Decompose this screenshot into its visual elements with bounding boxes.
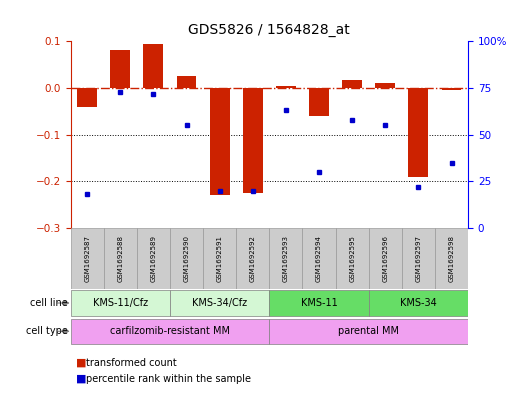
Bar <box>309 88 329 116</box>
Bar <box>269 290 369 316</box>
Text: GSM1692589: GSM1692589 <box>151 235 156 282</box>
Text: ■: ■ <box>76 374 86 384</box>
Bar <box>376 83 395 88</box>
Bar <box>104 228 137 289</box>
Bar <box>342 79 362 88</box>
Text: KMS-11/Cfz: KMS-11/Cfz <box>93 298 148 308</box>
Bar <box>110 50 130 88</box>
Text: GSM1692593: GSM1692593 <box>283 235 289 282</box>
Bar <box>71 290 170 316</box>
Bar <box>302 228 336 289</box>
Text: GSM1692588: GSM1692588 <box>117 235 123 282</box>
Bar <box>276 86 296 88</box>
Bar <box>143 44 163 88</box>
Bar <box>269 319 468 344</box>
Text: GSM1692596: GSM1692596 <box>382 235 388 282</box>
Bar <box>71 319 269 344</box>
Bar <box>243 88 263 193</box>
Text: GSM1692598: GSM1692598 <box>449 235 454 282</box>
Bar <box>336 228 369 289</box>
Text: carfilzomib-resistant MM: carfilzomib-resistant MM <box>110 326 230 336</box>
Text: GSM1692595: GSM1692595 <box>349 235 355 282</box>
Text: GSM1692592: GSM1692592 <box>250 235 256 282</box>
Text: GSM1692591: GSM1692591 <box>217 235 223 282</box>
Bar <box>170 228 203 289</box>
Bar <box>177 76 197 88</box>
Text: KMS-34: KMS-34 <box>400 298 437 308</box>
Bar <box>435 228 468 289</box>
Bar <box>77 88 97 107</box>
Bar <box>203 228 236 289</box>
Bar <box>402 228 435 289</box>
Text: KMS-34/Cfz: KMS-34/Cfz <box>192 298 247 308</box>
Bar <box>408 88 428 176</box>
Bar <box>441 88 461 90</box>
Text: ■: ■ <box>76 358 86 368</box>
Bar <box>71 228 104 289</box>
Text: KMS-11: KMS-11 <box>301 298 337 308</box>
Text: GSM1692590: GSM1692590 <box>184 235 189 282</box>
Text: GDS5826 / 1564828_at: GDS5826 / 1564828_at <box>188 23 350 37</box>
Bar <box>170 290 269 316</box>
Text: cell type: cell type <box>26 326 68 336</box>
Text: transformed count: transformed count <box>86 358 177 368</box>
Text: GSM1692597: GSM1692597 <box>415 235 422 282</box>
Bar <box>137 228 170 289</box>
Bar <box>210 88 230 195</box>
Text: parental MM: parental MM <box>338 326 399 336</box>
Text: cell line: cell line <box>30 298 68 308</box>
Text: GSM1692587: GSM1692587 <box>84 235 90 282</box>
Bar <box>369 290 468 316</box>
Text: GSM1692594: GSM1692594 <box>316 235 322 282</box>
Bar <box>369 228 402 289</box>
Bar <box>269 228 302 289</box>
Bar <box>236 228 269 289</box>
Text: percentile rank within the sample: percentile rank within the sample <box>86 374 251 384</box>
